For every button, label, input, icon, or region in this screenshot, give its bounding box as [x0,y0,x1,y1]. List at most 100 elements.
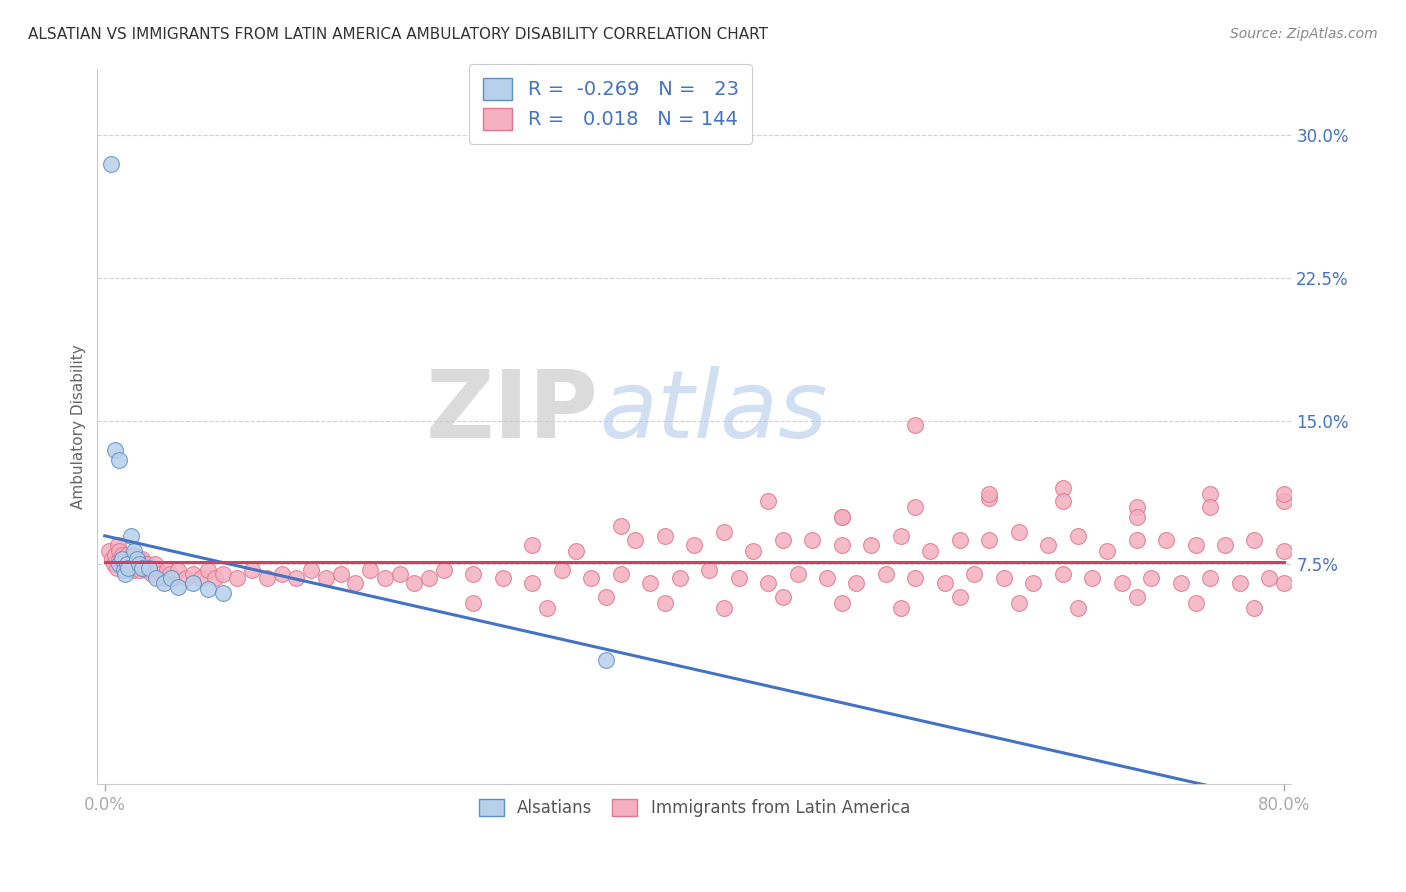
Point [831,509,853,524]
Point [536,601,558,615]
Point [1081,571,1104,585]
Point [668,571,690,585]
Point [609,519,631,533]
Point [786,566,808,581]
Point [108,544,131,558]
Point [433,563,456,577]
Point [128,558,150,572]
Point [1199,500,1222,515]
Point [111,548,134,562]
Point [174,571,197,585]
Point [1007,524,1029,539]
Point [801,533,824,547]
Point [1066,601,1088,615]
Point [115,563,138,577]
Point [134,558,156,572]
Point [138,561,160,575]
Point [1052,494,1074,508]
Legend: Alsatians, Immigrants from Latin America: Alsatians, Immigrants from Latin America [470,790,918,825]
Point [860,538,883,552]
Point [1125,500,1147,515]
Text: atlas: atlas [599,367,827,458]
Point [107,538,129,552]
Point [979,533,1001,547]
Point [115,548,138,562]
Point [359,563,381,577]
Point [1272,494,1295,508]
Point [1125,590,1147,604]
Point [979,487,1001,501]
Point [418,571,440,585]
Point [1022,576,1045,591]
Point [344,576,367,591]
Point [875,566,897,581]
Point [121,558,143,572]
Point [1213,538,1236,552]
Point [114,558,136,572]
Text: ZIP: ZIP [426,366,599,458]
Point [100,157,122,171]
Point [108,558,131,572]
Point [135,563,157,577]
Point [122,544,145,558]
Point [145,571,167,585]
Point [890,601,912,615]
Point [117,561,139,575]
Point [329,566,352,581]
Point [197,582,219,597]
Point [683,538,706,552]
Point [315,571,337,585]
Point [105,561,128,575]
Point [1125,533,1147,547]
Point [1199,571,1222,585]
Point [146,563,169,577]
Point [299,563,322,577]
Point [904,418,927,433]
Point [132,561,155,575]
Text: Source: ZipAtlas.com: Source: ZipAtlas.com [1230,27,1378,41]
Point [934,576,956,591]
Point [1140,571,1163,585]
Point [159,566,181,581]
Point [167,580,190,594]
Point [129,563,152,577]
Point [904,500,927,515]
Point [595,590,617,604]
Point [211,566,233,581]
Point [112,551,135,566]
Point [127,561,149,575]
Point [624,533,647,547]
Point [141,566,163,581]
Point [845,576,868,591]
Point [609,566,631,581]
Point [1184,538,1206,552]
Point [374,571,396,585]
Point [920,544,942,558]
Point [98,544,121,558]
Point [772,590,794,604]
Point [492,571,515,585]
Point [713,524,735,539]
Point [595,653,617,667]
Point [115,558,138,572]
Point [550,563,572,577]
Point [654,596,676,610]
Point [979,491,1001,505]
Point [1243,533,1265,547]
Point [522,538,544,552]
Point [522,576,544,591]
Point [101,551,124,566]
Point [152,571,174,585]
Point [124,558,146,572]
Point [1052,481,1074,495]
Point [149,566,172,581]
Text: ALSATIAN VS IMMIGRANTS FROM LATIN AMERICA AMBULATORY DISABILITY CORRELATION CHAR: ALSATIAN VS IMMIGRANTS FROM LATIN AMERIC… [28,27,768,42]
Point [162,571,184,585]
Point [831,509,853,524]
Point [1095,544,1118,558]
Point [579,571,602,585]
Point [111,551,134,566]
Point [1036,538,1059,552]
Point [727,571,749,585]
Point [963,566,986,581]
